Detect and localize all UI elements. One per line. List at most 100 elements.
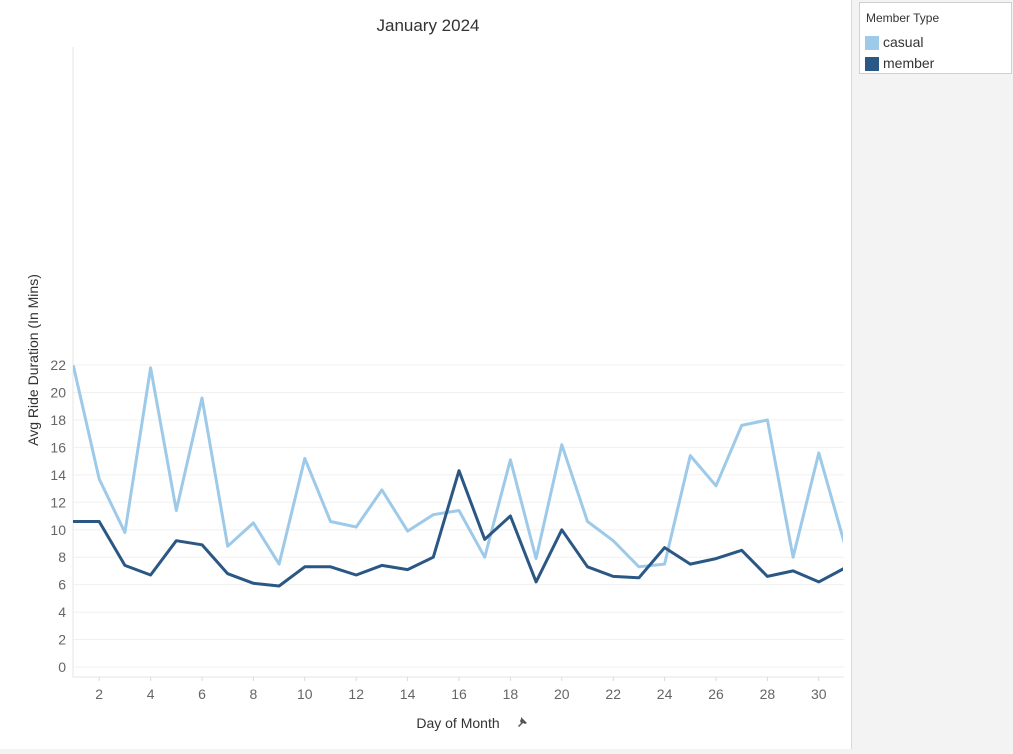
x-tick-label: 26 — [708, 686, 724, 702]
data-point-member[interactable] — [405, 567, 411, 573]
x-tick-label: 12 — [348, 686, 364, 702]
data-point-casual[interactable] — [662, 561, 668, 567]
data-point-member[interactable] — [173, 538, 179, 544]
y-axis-title: Avg Ride Duration (In Mins) — [25, 274, 41, 446]
y-tick-label: 0 — [58, 659, 66, 675]
data-point-member[interactable] — [71, 519, 77, 525]
data-point-member[interactable] — [610, 573, 616, 579]
legend-swatch-casual — [865, 36, 879, 50]
data-point-casual[interactable] — [482, 554, 488, 560]
data-point-member[interactable] — [456, 468, 462, 474]
data-point-member[interactable] — [662, 545, 668, 551]
x-tick-label: 8 — [250, 686, 258, 702]
data-point-member[interactable] — [302, 564, 308, 570]
legend-swatch-member — [865, 57, 879, 71]
x-axis-title-group: Day of Month — [416, 715, 527, 731]
data-point-member[interactable] — [585, 564, 591, 570]
data-point-casual[interactable] — [764, 417, 770, 423]
data-point-member[interactable] — [225, 571, 231, 577]
pin-icon[interactable] — [518, 717, 527, 727]
data-point-casual[interactable] — [96, 476, 102, 482]
series-line-casual[interactable] — [73, 364, 845, 569]
x-tick-label: 18 — [503, 686, 519, 702]
data-point-casual[interactable] — [250, 520, 256, 526]
data-point-member[interactable] — [276, 583, 282, 589]
data-point-casual[interactable] — [816, 450, 822, 456]
data-point-member[interactable] — [764, 573, 770, 579]
data-point-member[interactable] — [533, 579, 539, 585]
gridlines — [73, 364, 844, 668]
series-line-member[interactable] — [73, 469, 845, 588]
data-point-casual[interactable] — [610, 538, 616, 544]
data-point-casual[interactable] — [276, 561, 282, 567]
data-point-casual[interactable] — [713, 483, 719, 489]
data-point-casual[interactable] — [533, 556, 539, 562]
x-axis-title: Day of Month — [416, 715, 499, 731]
data-point-member[interactable] — [96, 519, 102, 525]
data-point-casual[interactable] — [173, 508, 179, 514]
data-point-member[interactable] — [430, 554, 436, 560]
data-point-casual[interactable] — [456, 508, 462, 514]
data-point-casual[interactable] — [687, 453, 693, 459]
chart-title: January 2024 — [376, 16, 479, 35]
y-tick-label: 10 — [50, 522, 66, 538]
data-point-casual[interactable] — [225, 543, 231, 549]
x-tick-label: 16 — [451, 686, 467, 702]
data-point-casual[interactable] — [559, 442, 565, 448]
data-point-member[interactable] — [687, 561, 693, 567]
data-point-member[interactable] — [559, 527, 565, 533]
x-tick-label: 30 — [811, 686, 827, 702]
data-point-casual[interactable] — [148, 365, 154, 371]
x-tick-label: 4 — [147, 686, 155, 702]
data-point-member[interactable] — [507, 513, 513, 519]
data-point-casual[interactable] — [405, 528, 411, 534]
data-point-casual[interactable] — [636, 564, 642, 570]
data-point-casual[interactable] — [430, 512, 436, 518]
legend-label-casual: casual — [883, 34, 924, 50]
data-point-casual[interactable] — [842, 540, 848, 546]
data-point-member[interactable] — [250, 580, 256, 586]
data-point-member[interactable] — [636, 575, 642, 581]
data-point-member[interactable] — [713, 556, 719, 562]
data-point-member[interactable] — [816, 579, 822, 585]
data-point-casual[interactable] — [507, 457, 513, 463]
data-point-member[interactable] — [739, 547, 745, 553]
data-point-member[interactable] — [379, 562, 385, 568]
y-tick-label: 22 — [50, 357, 66, 373]
y-axis: 0 2 4 6 8 10 12 14 16 18 20 22 — [50, 47, 74, 677]
x-tick-label: 24 — [657, 686, 673, 702]
legend-item-member[interactable]: member — [863, 55, 1010, 73]
y-tick-label: 14 — [50, 467, 66, 483]
y-tick-label: 16 — [50, 439, 66, 455]
data-point-member[interactable] — [482, 536, 488, 542]
data-point-casual[interactable] — [790, 554, 796, 560]
data-point-member[interactable] — [122, 562, 128, 568]
y-tick-label: 2 — [58, 632, 66, 648]
y-tick-label: 8 — [58, 549, 66, 565]
data-point-member[interactable] — [790, 568, 796, 574]
x-tick-label: 20 — [554, 686, 570, 702]
data-point-casual[interactable] — [71, 363, 77, 369]
legend-item-casual[interactable]: casual — [863, 34, 1010, 52]
y-tick-label: 6 — [58, 577, 66, 593]
data-point-member[interactable] — [199, 542, 205, 548]
data-point-member[interactable] — [148, 572, 154, 578]
data-point-member[interactable] — [842, 565, 848, 571]
x-tick-label: 10 — [297, 686, 313, 702]
x-tick-label: 22 — [605, 686, 621, 702]
data-point-member[interactable] — [353, 572, 359, 578]
chart-pane: January 2024 0 2 4 6 8 10 12 14 16 18 20 22 2 4 6 8 10 1… — [0, 0, 852, 749]
data-point-casual[interactable] — [353, 524, 359, 530]
x-tick-label: 14 — [400, 686, 416, 702]
data-point-casual[interactable] — [302, 455, 308, 461]
data-point-casual[interactable] — [122, 529, 128, 535]
legend-label-member: member — [883, 55, 935, 71]
data-point-casual[interactable] — [379, 487, 385, 493]
data-point-casual[interactable] — [199, 395, 205, 401]
data-point-casual[interactable] — [739, 422, 745, 428]
data-point-casual[interactable] — [328, 519, 334, 525]
data-point-casual[interactable] — [585, 519, 591, 525]
data-point-member[interactable] — [328, 564, 334, 570]
y-tick-label: 18 — [50, 412, 66, 428]
